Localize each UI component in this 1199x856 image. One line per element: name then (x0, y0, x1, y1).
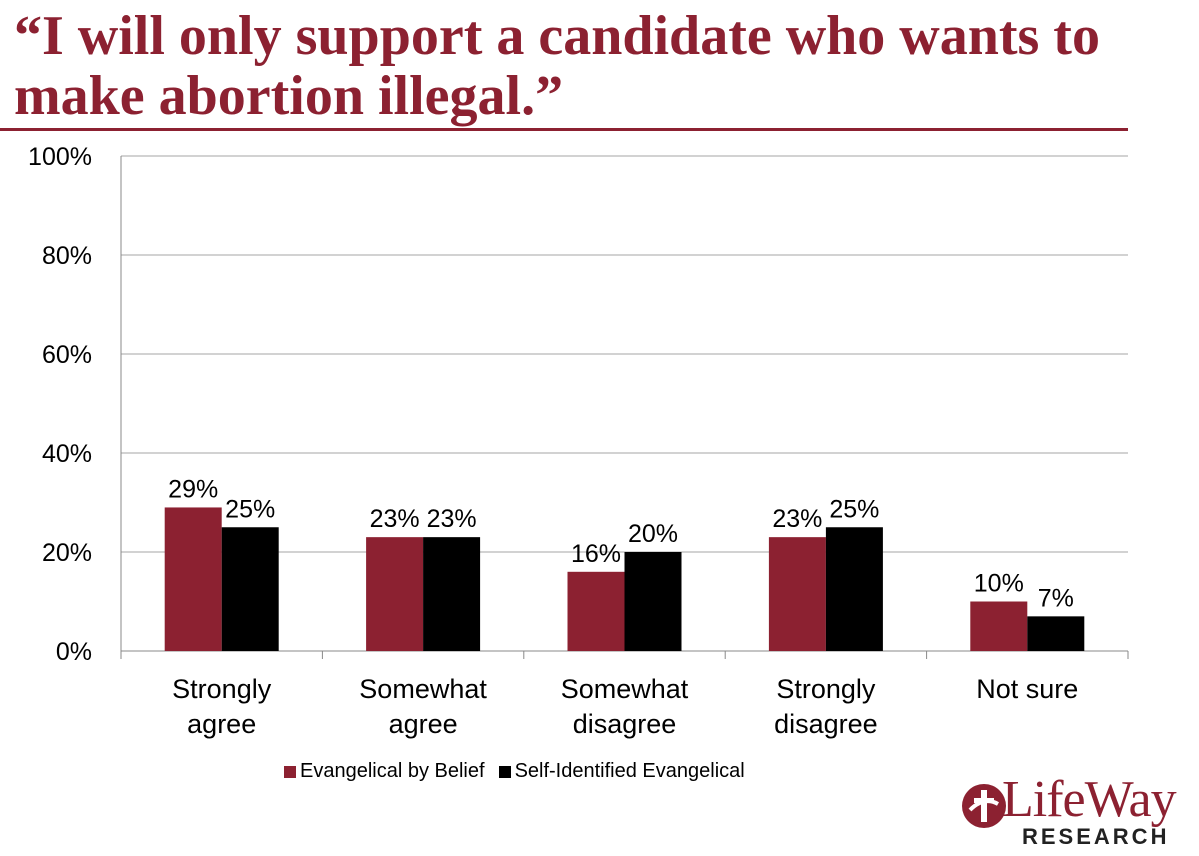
logo-name: LifeWay (1002, 771, 1177, 828)
bar-belief (366, 537, 424, 651)
bar-self (423, 537, 481, 651)
data-label: 23% (772, 505, 822, 533)
x-category-label: agree (187, 709, 256, 739)
chart-title: “I will only support a candidate who wan… (14, 5, 1100, 127)
legend-label-belief: Evangelical by Belief (300, 760, 485, 782)
y-tick-label: 40% (42, 440, 92, 468)
y-tick-label: 100% (28, 143, 92, 171)
bar-self (221, 527, 279, 651)
title-divider (0, 128, 1128, 131)
data-label: 10% (974, 570, 1024, 598)
x-category-label: disagree (573, 709, 677, 739)
y-tick-label: 0% (56, 638, 92, 666)
x-category-label: Strongly (172, 674, 272, 704)
bar-belief (164, 507, 222, 651)
bar-belief (567, 571, 625, 651)
bar-self (624, 552, 682, 651)
x-category-label: Not sure (976, 674, 1078, 704)
bar-chart: 0%20%40%60%80%100%29%25%Stronglyagree23%… (28, 143, 1129, 739)
data-label: 29% (168, 475, 218, 503)
data-label: 23% (427, 505, 477, 533)
x-category-label: Somewhat (359, 674, 487, 704)
chart-legend: Evangelical by Belief Self-Identified Ev… (284, 760, 745, 783)
bar-self (1027, 616, 1085, 651)
bar-belief (970, 601, 1028, 651)
bar-belief (768, 537, 826, 651)
data-label: 7% (1038, 584, 1074, 612)
legend-swatch-belief (284, 765, 296, 778)
logo-subtitle: RESEARCH (1022, 824, 1170, 849)
legend-item-belief: Evangelical by Belief (284, 760, 485, 783)
data-label: 20% (628, 520, 678, 548)
x-category-label: Somewhat (561, 674, 689, 704)
data-label: 25% (225, 495, 275, 523)
lifeway-logo: LifeWay RESEARCH (958, 772, 1193, 850)
y-tick-label: 20% (42, 539, 92, 567)
x-category-label: agree (389, 709, 458, 739)
legend-swatch-self (498, 765, 511, 778)
legend-item-self: Self-Identified Evangelical (498, 760, 745, 783)
legend-label-self: Self-Identified Evangelical (514, 760, 745, 782)
x-category-label: Strongly (776, 674, 876, 704)
y-tick-label: 80% (42, 242, 92, 270)
x-category-label: disagree (774, 709, 878, 739)
data-label: 25% (829, 495, 879, 523)
lifeway-cross-logo-icon (962, 784, 1006, 828)
data-label: 23% (370, 505, 420, 533)
bar-self (825, 527, 883, 651)
y-tick-label: 60% (42, 341, 92, 369)
data-label: 16% (571, 540, 621, 568)
